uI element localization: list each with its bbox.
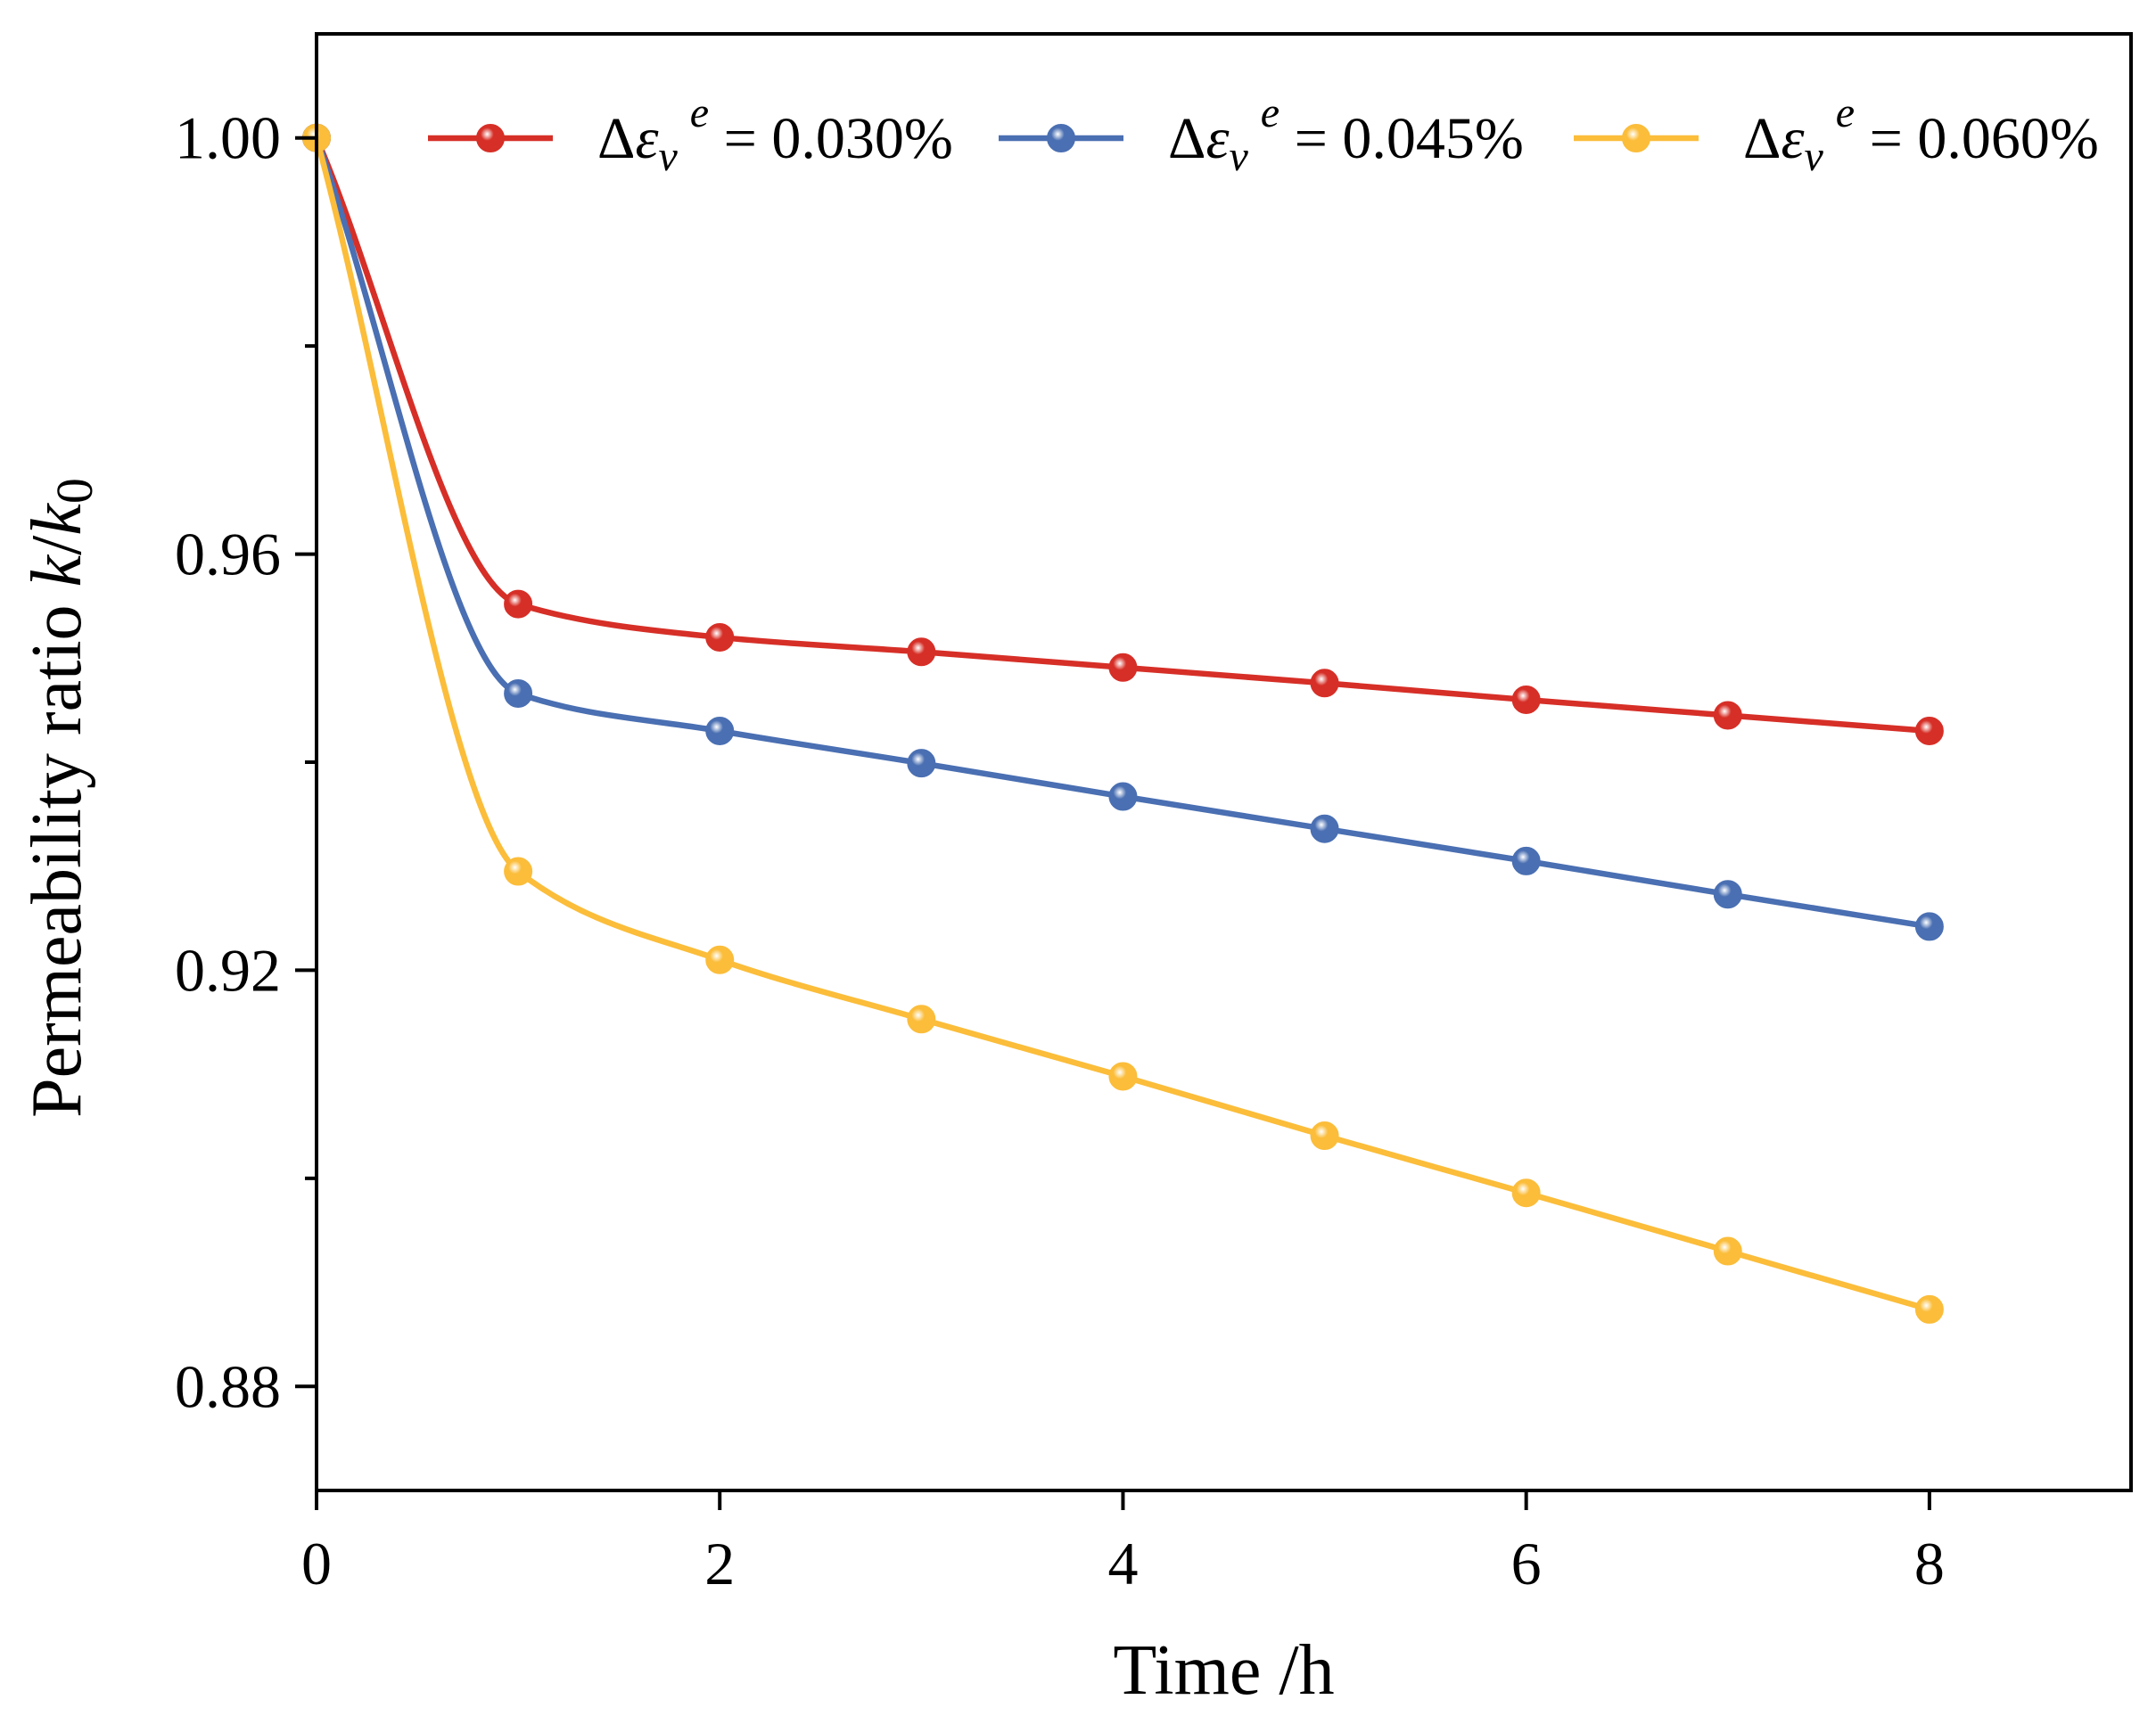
y-tick-label: 0.92 [175, 936, 281, 1004]
x-tick-label: 4 [1107, 1530, 1138, 1597]
data-point-1-2 [705, 716, 735, 745]
legend: Δεve = 0.030% Δεve = 0.045% Δεve = 0.060% [428, 89, 2099, 180]
legend-item-0: Δεve = 0.030% [428, 89, 953, 180]
data-point-0-3 [907, 637, 936, 667]
data-point-0-5 [1310, 669, 1339, 698]
data-point-0-2 [705, 622, 735, 652]
series-2 [302, 123, 1944, 1324]
series-line-1 [313, 136, 1930, 930]
data-point-2-4 [1108, 1062, 1138, 1091]
legend-marker-1 [1047, 124, 1075, 152]
x-tick-label: 0 [301, 1530, 332, 1597]
series-0 [302, 123, 1944, 745]
y-axis-title: Permeability ratio k/k0 [18, 478, 103, 1118]
legend-marker-0 [476, 124, 505, 152]
legend-label-0: Δεve = 0.030% [597, 89, 953, 180]
data-point-2-3 [907, 1005, 936, 1034]
data-point-1-8 [1914, 912, 1944, 941]
y-tick-label: 0.96 [175, 521, 281, 588]
x-tick-label: 6 [1511, 1530, 1542, 1597]
data-point-0-4 [1108, 653, 1138, 682]
data-point-0-6 [1511, 685, 1541, 714]
legend-item-2: Δεve = 0.060% [1574, 89, 2099, 180]
data-point-1-1 [504, 678, 533, 708]
data-point-1-4 [1108, 782, 1138, 811]
legend-label-1: Δεve = 0.045% [1168, 89, 1524, 180]
series-layer [302, 123, 1944, 1324]
legend-label-2: Δεve = 0.060% [1743, 89, 2099, 180]
axes-layer: 0 2 4 6 8 0.88 0.92 0.96 1.00 Time /h Permeability… [18, 32, 2133, 1710]
data-point-0-7 [1713, 701, 1742, 730]
x-tick-label: 2 [704, 1530, 735, 1597]
y-tick-label: 1.00 [175, 104, 281, 172]
x-tick-label: 8 [1914, 1530, 1945, 1597]
data-point-1-7 [1713, 880, 1742, 909]
data-point-2-7 [1713, 1236, 1742, 1266]
data-point-2-2 [705, 945, 735, 974]
data-point-0-8 [1914, 716, 1944, 745]
legend-marker-2 [1622, 124, 1650, 152]
data-point-1-5 [1310, 814, 1339, 843]
data-point-2-6 [1511, 1178, 1541, 1208]
data-point-2-1 [504, 857, 533, 886]
legend-item-1: Δεve = 0.045% [999, 89, 1524, 180]
y-tick-label: 0.88 [175, 1352, 281, 1420]
x-axis-title: Time /h [1113, 1631, 1334, 1710]
data-point-0-1 [504, 589, 533, 619]
data-point-2-8 [1914, 1294, 1944, 1324]
data-point-2-5 [1310, 1121, 1339, 1151]
series-line-2 [313, 136, 1930, 1313]
data-point-1-3 [907, 749, 936, 778]
data-point-1-6 [1511, 846, 1541, 875]
